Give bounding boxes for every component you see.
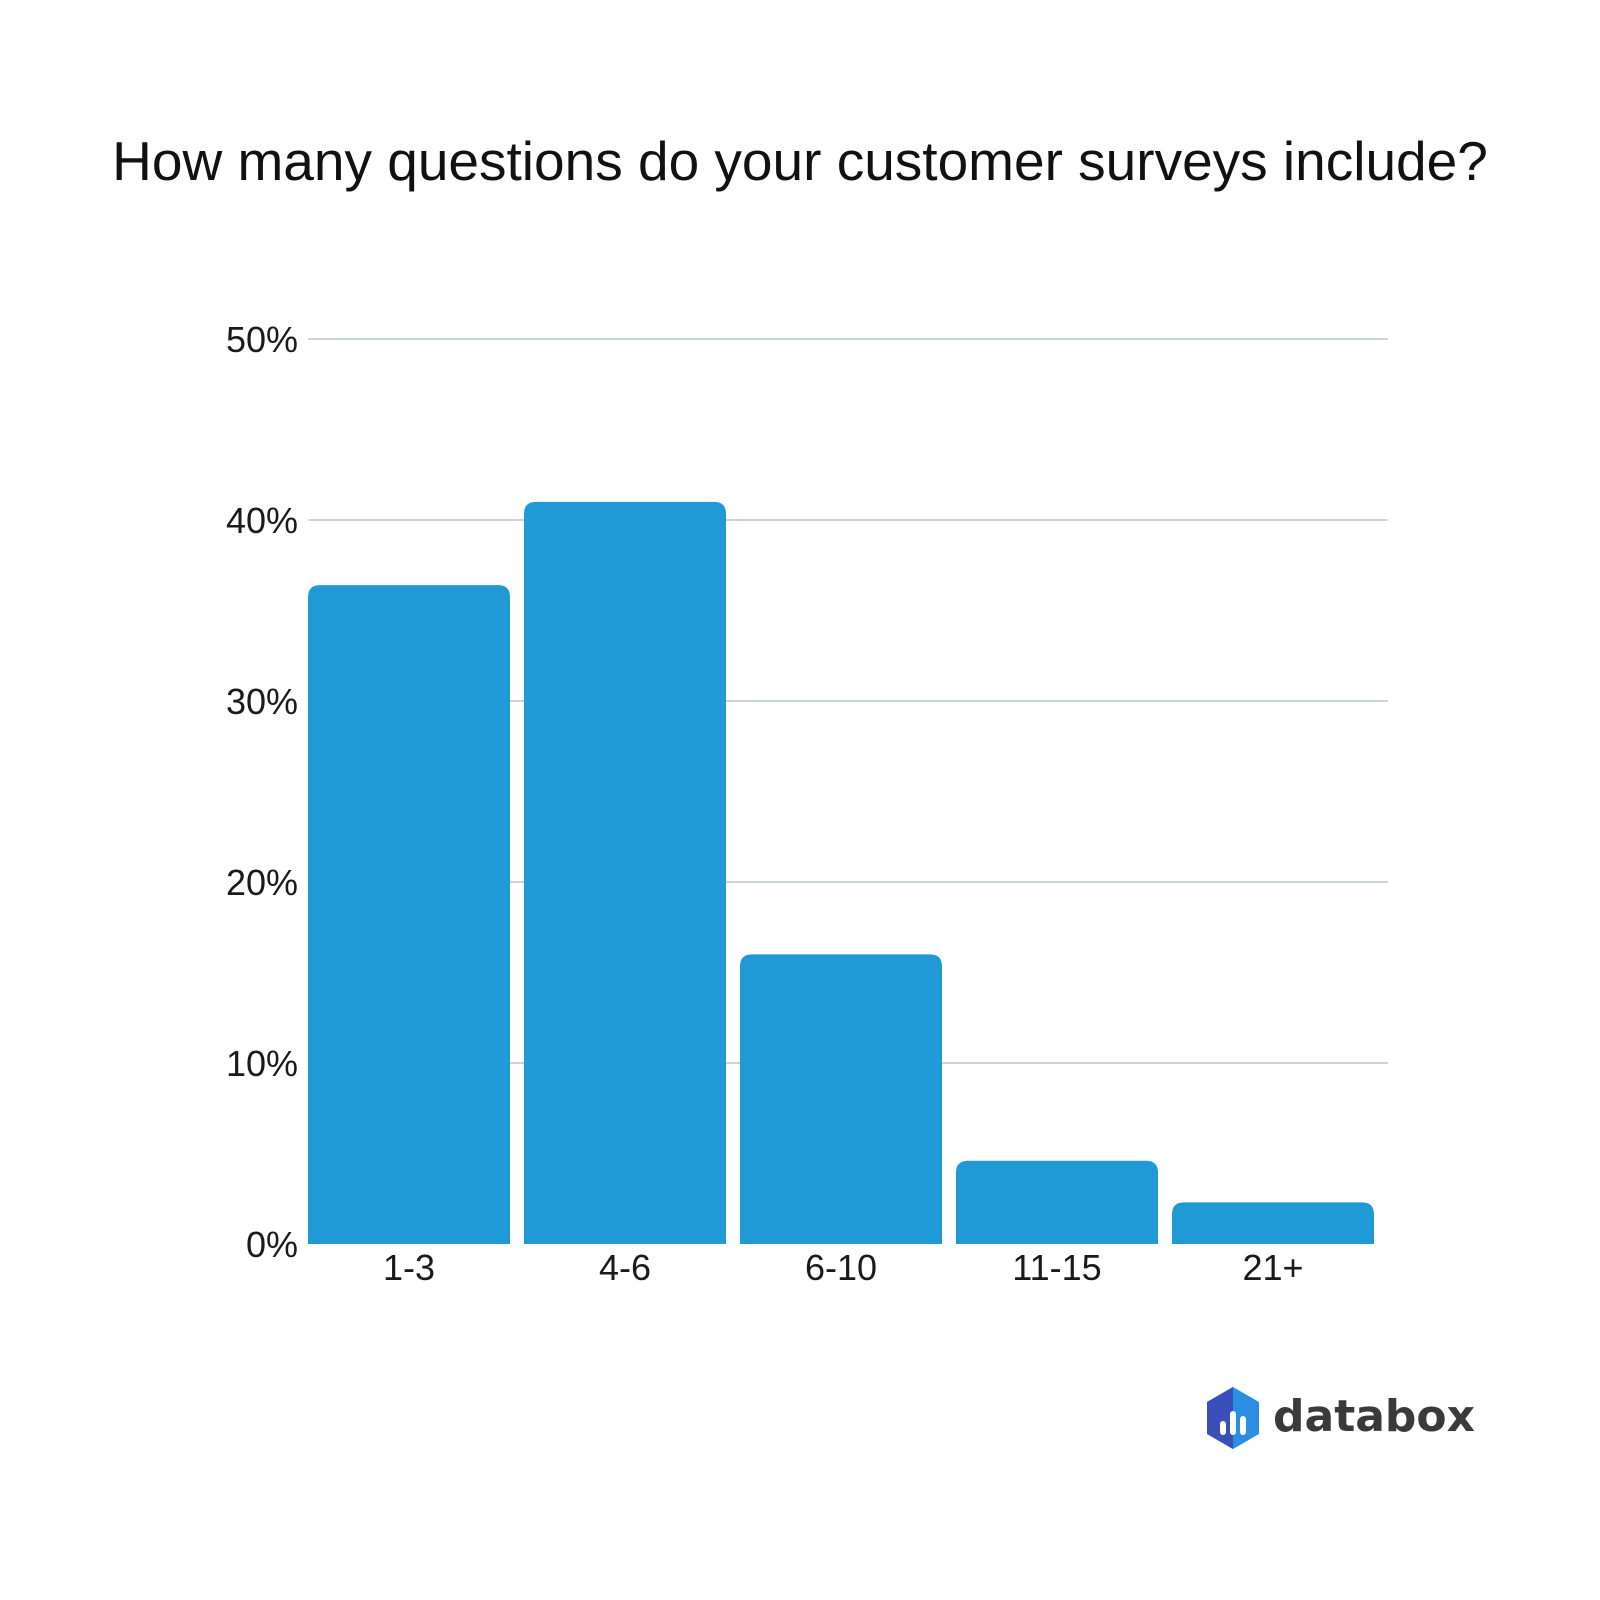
chart-title: How many questions do your customer surv… bbox=[112, 130, 1488, 192]
x-axis-tick-labels: 1-3 4-6 6-10 11-15 21+ bbox=[383, 1247, 1304, 1288]
x-tick-label: 6-10 bbox=[805, 1247, 877, 1288]
databox-logo-icon bbox=[1207, 1387, 1259, 1449]
x-tick-label: 1-3 bbox=[383, 1247, 435, 1288]
x-tick-label: 21+ bbox=[1242, 1247, 1303, 1288]
databox-wordmark: databox bbox=[1273, 1391, 1476, 1442]
bar-4-6 bbox=[524, 501, 726, 1244]
x-tick-label: 4-6 bbox=[599, 1247, 651, 1288]
x-tick-label: 11-15 bbox=[1012, 1247, 1101, 1288]
y-tick-label: 30% bbox=[226, 681, 298, 722]
bars bbox=[308, 501, 1374, 1244]
bar-6-10 bbox=[740, 954, 942, 1244]
bar-21+ bbox=[1172, 1202, 1374, 1244]
y-tick-label: 10% bbox=[226, 1043, 298, 1084]
y-tick-label: 50% bbox=[226, 319, 298, 360]
bar-11-15 bbox=[956, 1160, 1158, 1244]
y-tick-label: 0% bbox=[246, 1224, 298, 1265]
y-axis-tick-labels: 0% 10% 20% 30% 40% 50% bbox=[226, 319, 298, 1265]
y-tick-label: 20% bbox=[226, 862, 298, 903]
y-tick-label: 40% bbox=[226, 500, 298, 541]
databox-logo: databox bbox=[1203, 1385, 1475, 1457]
bar-1-3 bbox=[308, 585, 510, 1244]
